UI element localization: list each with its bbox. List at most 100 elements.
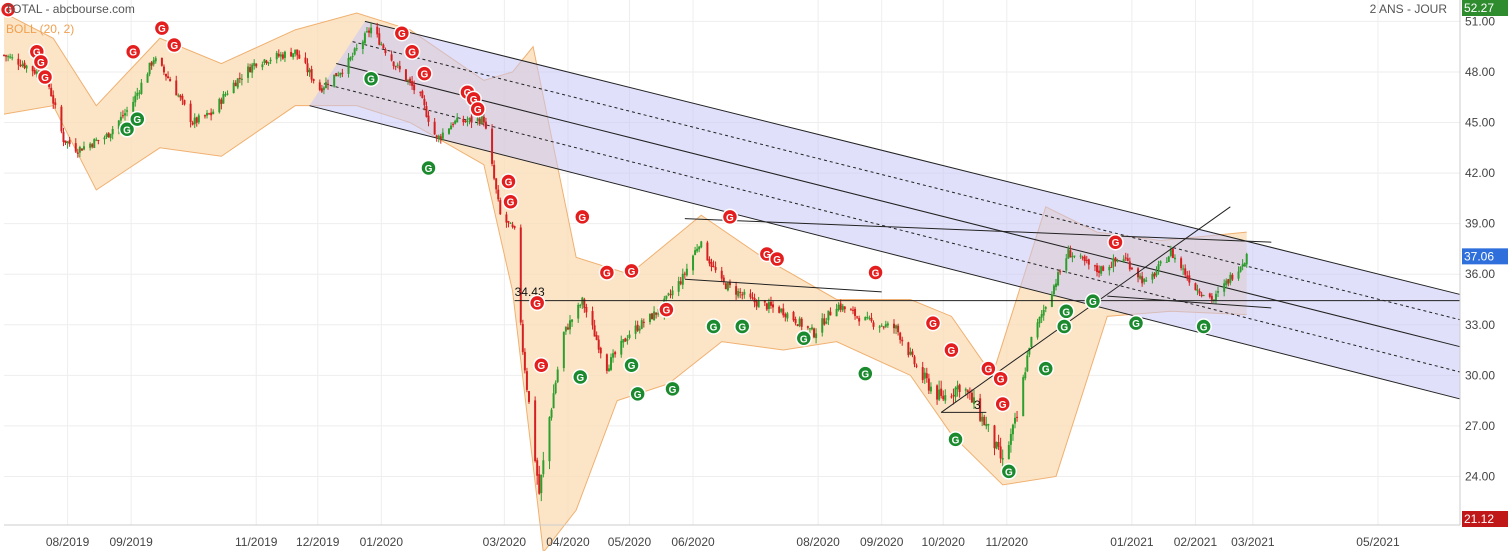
candle-body (50, 87, 53, 97)
signal-circle (768, 250, 786, 268)
y-tick-label: 51.00 (1465, 14, 1495, 28)
y-tick-label: 33.00 (1465, 318, 1495, 332)
buy-signal-icon: G (1195, 318, 1212, 335)
buy-signal-icon: G (1127, 314, 1145, 332)
signal-circle (165, 36, 183, 54)
signal-circle (1127, 314, 1145, 332)
candle-body (251, 64, 254, 73)
signal-circle (994, 395, 1011, 413)
signal-glyph: G (398, 29, 406, 40)
candle-body (1100, 266, 1103, 274)
buy-signal-icon: G (1037, 360, 1055, 377)
candle-body (394, 66, 397, 68)
signal-glyph: G (4, 6, 12, 17)
candle-body (91, 144, 94, 147)
candle-body (1108, 267, 1111, 271)
signal-glyph: G (41, 73, 49, 84)
signal-circle (1000, 463, 1018, 480)
min-price-tag-bg (1462, 511, 1508, 527)
buy-signal-icon: G (857, 365, 874, 382)
candle-body (376, 26, 379, 35)
sell-signal-icon: G (0, 1, 17, 18)
candle-body (683, 273, 686, 275)
candle-body (1030, 336, 1033, 347)
signal-glyph: G (170, 41, 178, 52)
candle-body (191, 122, 194, 125)
signal-glyph: G (578, 213, 586, 224)
signal-circle (124, 43, 142, 60)
trend-line (684, 218, 1272, 243)
signal-glyph: G (133, 115, 141, 126)
candle-body (1130, 267, 1133, 270)
candle-body (1079, 255, 1082, 257)
candle-body (1028, 347, 1031, 355)
candle-body (1011, 424, 1014, 435)
min-price-tag: 21.12 (1462, 511, 1508, 527)
candle-body (815, 333, 818, 339)
last-price-tag-bg (1462, 248, 1508, 265)
candle-body (1159, 261, 1162, 264)
candle-body (927, 378, 930, 391)
candle-body (757, 300, 760, 308)
candle-body (669, 294, 672, 296)
candle-body (577, 304, 580, 319)
candle-body (1153, 273, 1156, 277)
candle-body (1196, 289, 1199, 292)
candle-body (134, 95, 137, 103)
candle-body (800, 318, 803, 327)
signal-circle (629, 385, 646, 403)
candle-body (279, 54, 282, 57)
candle-body (470, 116, 473, 123)
signal-circle (623, 262, 640, 280)
candle-body (987, 424, 990, 426)
candle-body (671, 290, 674, 296)
candle-body (536, 460, 539, 476)
buy-signal-icon: G (1000, 463, 1018, 480)
signal-circle (658, 301, 675, 318)
buy-signal-icon: G (795, 330, 813, 347)
candle-body (1237, 271, 1240, 279)
candle-body (111, 128, 114, 135)
period-label: 2 ANS - JOUR (1369, 2, 1447, 16)
candle-body (368, 30, 371, 33)
buy-signal-icon: G (1055, 318, 1073, 335)
sell-signal-icon: G (165, 36, 183, 54)
candle-body (505, 214, 508, 223)
y-tick-label: 24.00 (1465, 469, 1495, 483)
signal-glyph: G (1005, 467, 1013, 478)
x-tick-label: 01/2020 (360, 535, 404, 549)
candle-body (523, 351, 526, 371)
candle-body (275, 52, 278, 60)
candle-body (612, 353, 615, 358)
candle-body (267, 62, 270, 64)
signal-glyph: G (408, 48, 416, 59)
candle-body (1057, 272, 1060, 286)
candle-body (439, 136, 442, 139)
candle-body (714, 266, 717, 271)
candle-body (907, 342, 910, 356)
candle-body (929, 386, 932, 392)
candle-body (696, 248, 699, 252)
candle-body (792, 311, 795, 321)
candle-body (1059, 271, 1062, 273)
x-tick-label: 05/2020 (608, 535, 652, 549)
candle-body (706, 242, 709, 261)
min-price-tag-text: 21.12 (1464, 512, 1494, 526)
candle-body (378, 33, 381, 45)
candle-body (638, 328, 641, 331)
x-tick-label: 04/2020 (546, 535, 590, 549)
trend-line (684, 278, 882, 293)
candle-body (117, 120, 120, 130)
candle-body (1038, 317, 1041, 324)
candle-body (1055, 283, 1058, 288)
signal-glyph: G (738, 322, 746, 333)
signal-glyph: G (507, 198, 515, 209)
candle-body (462, 118, 465, 123)
candle-body (554, 382, 557, 394)
candle-body (1241, 264, 1244, 267)
sell-signal-icon: G (528, 294, 546, 312)
candle-body (653, 311, 656, 321)
sell-signal-icon: G (992, 370, 1009, 387)
candle-body (591, 311, 594, 326)
signal-glyph: G (628, 361, 636, 372)
